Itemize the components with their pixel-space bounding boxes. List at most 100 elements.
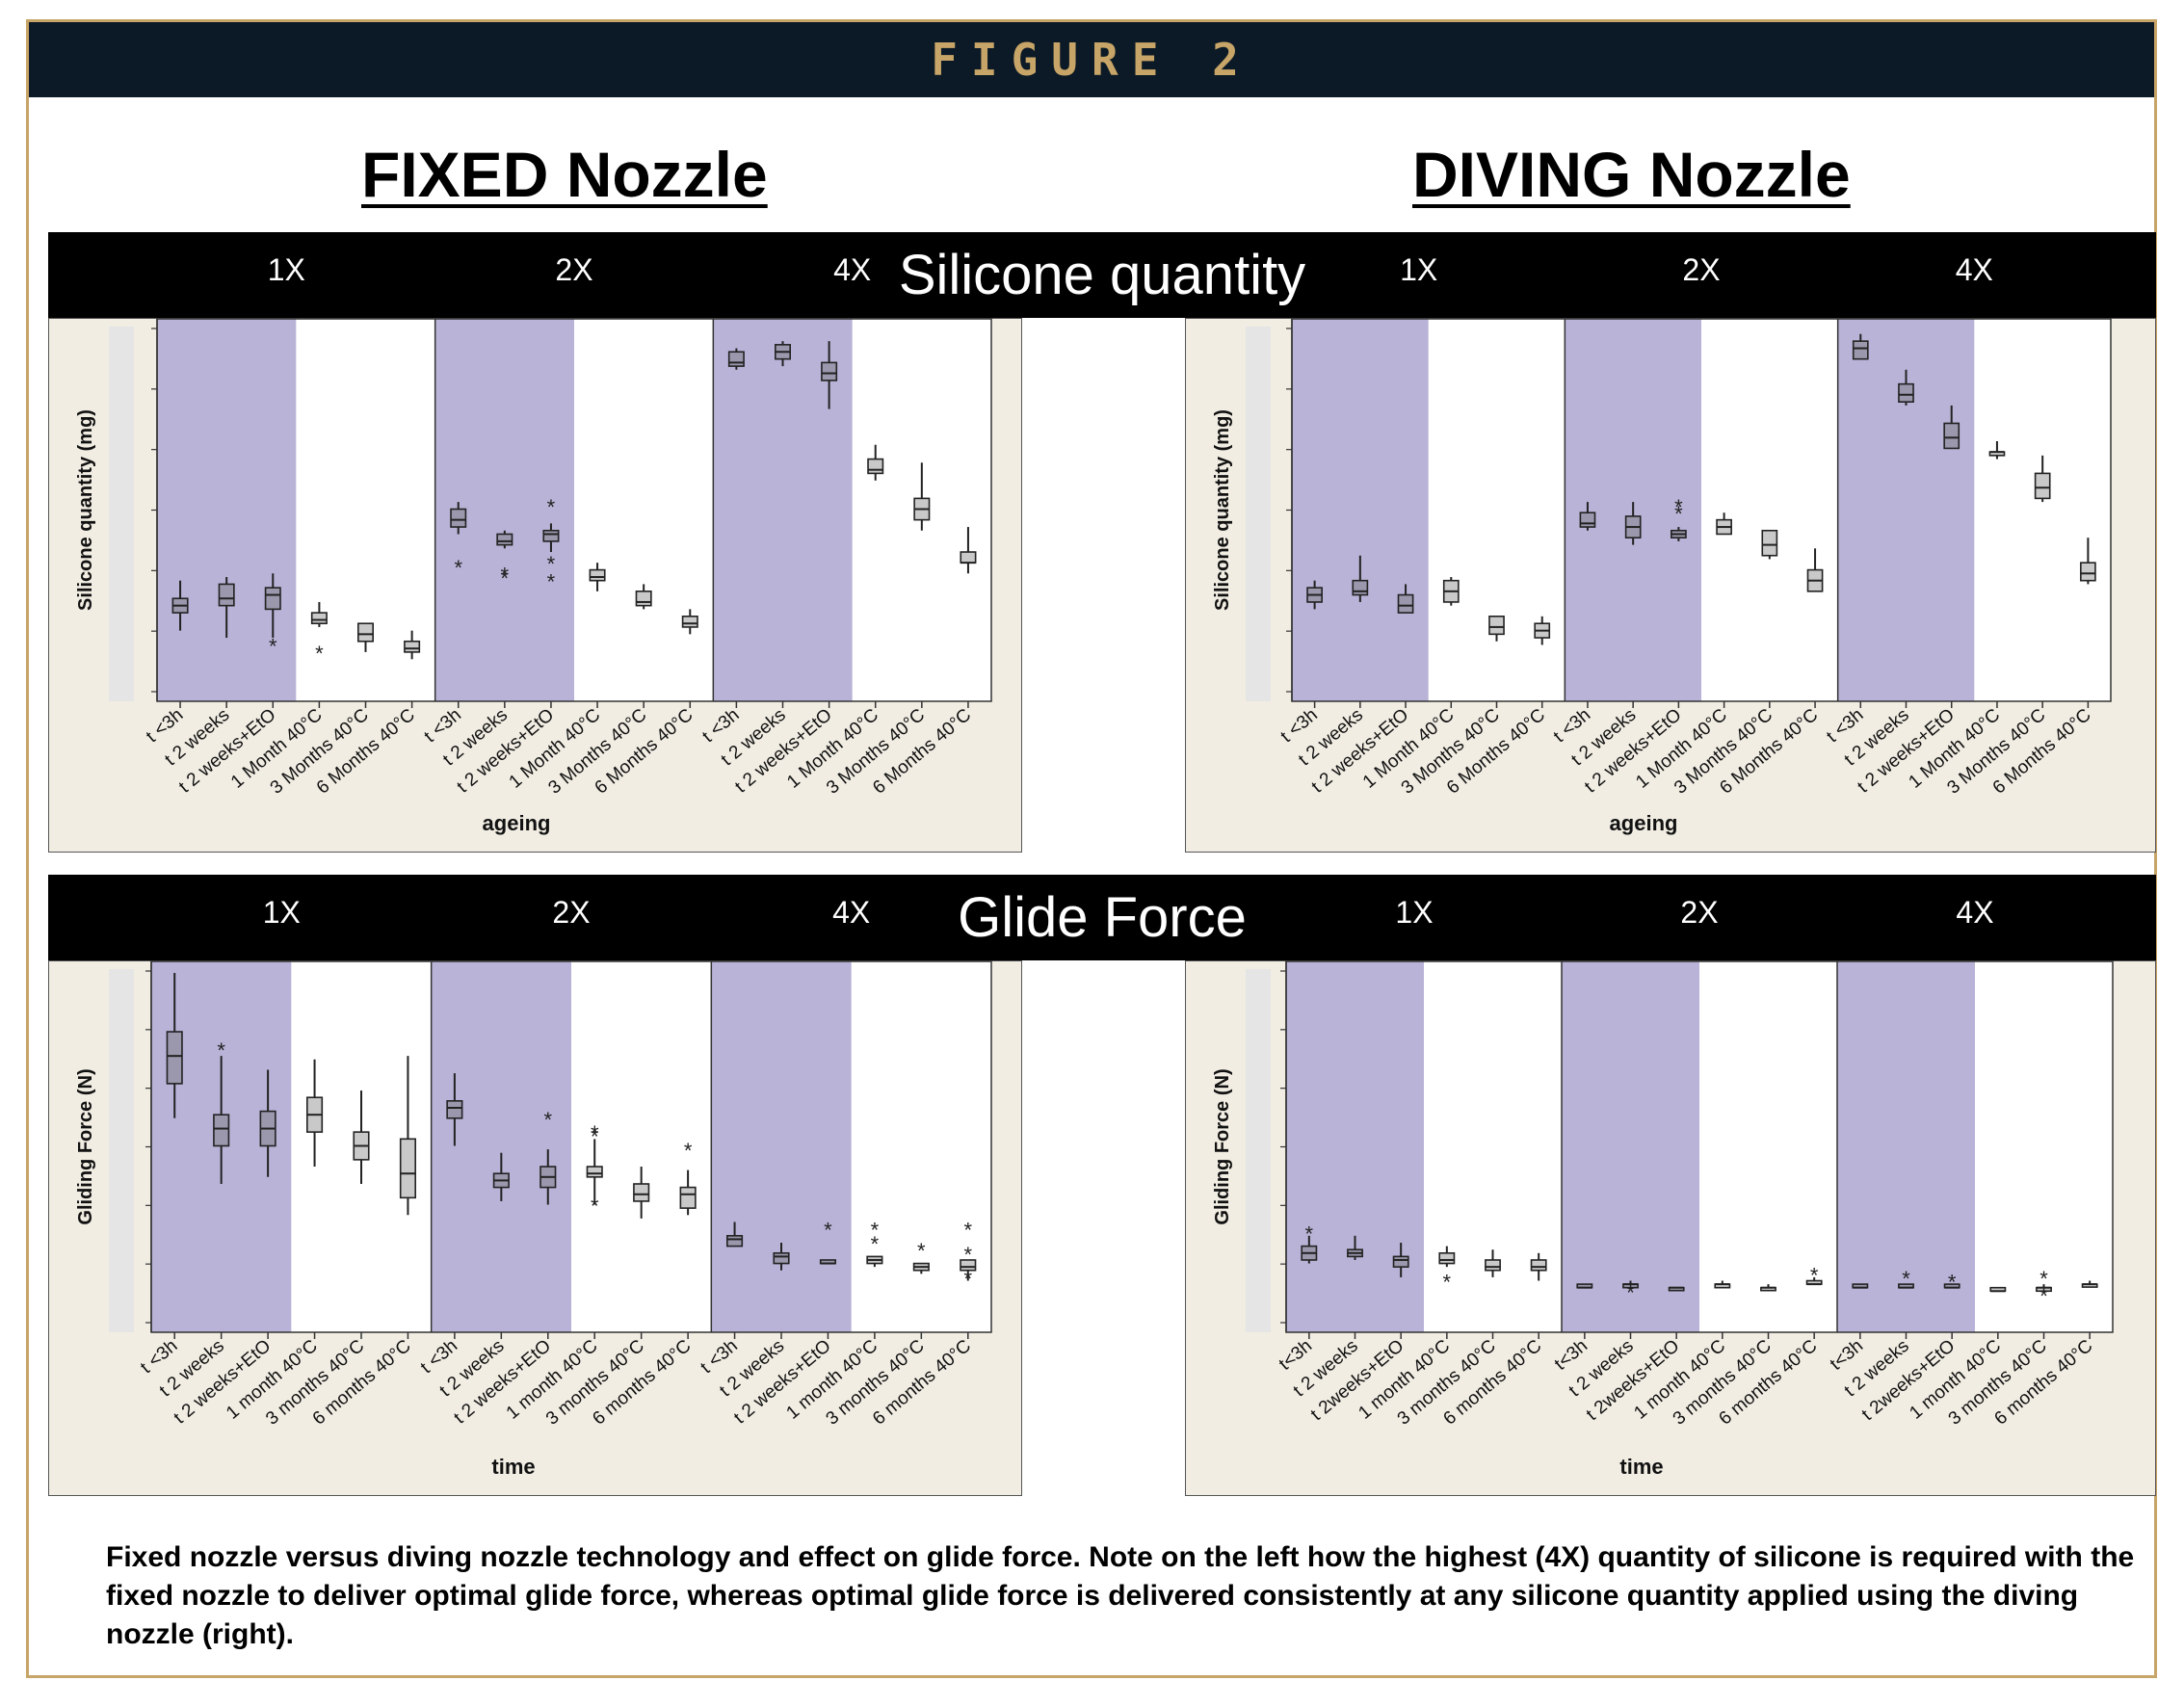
group-label: 1X	[263, 895, 301, 930]
box	[213, 1114, 230, 1147]
outlier-mark: *	[454, 556, 462, 580]
group-label: 4X	[832, 895, 870, 930]
outlier-mark: *	[917, 1239, 926, 1263]
outlier-mark: *	[824, 1219, 832, 1243]
box	[496, 533, 513, 546]
y-axis-label: Silicone quantity (mg)	[1212, 409, 1233, 611]
x-axis-label: ageing	[1610, 811, 1678, 835]
diving-nozzle-title: DIVING Nozzle	[1412, 139, 1851, 210]
box	[1438, 1251, 1456, 1265]
outlier-mark: *	[591, 1125, 599, 1149]
figure-frame: FIGURE 2 FIXED Nozzle DIVING Nozzle Sili…	[26, 19, 2157, 1678]
figure-header: FIGURE 2	[29, 22, 2154, 97]
box	[1530, 1259, 1547, 1272]
box	[586, 1166, 603, 1178]
outlier-mark: *	[1674, 502, 1683, 526]
shaded-region	[431, 961, 571, 1332]
fixed-nozzle-title: FIXED Nozzle	[361, 139, 768, 210]
outlier-mark: *	[543, 1108, 552, 1132]
box	[1352, 579, 1369, 596]
outlier-mark: *	[1443, 1271, 1452, 1295]
outlier-mark: *	[1626, 1280, 1635, 1304]
box	[2080, 562, 2096, 582]
outlier-mark: *	[1674, 495, 1683, 519]
silicone-section-title: Silicone quantity	[898, 244, 1306, 306]
box	[357, 622, 374, 643]
box	[310, 612, 328, 625]
outlier-mark: *	[1948, 1271, 1957, 1295]
outlier-mark: *	[591, 1121, 599, 1145]
outlier-mark: *	[1305, 1221, 1314, 1246]
box	[960, 1259, 977, 1272]
axis-strip	[1246, 327, 1271, 701]
shaded-region	[1292, 319, 1429, 701]
box	[1397, 593, 1414, 614]
box	[1852, 340, 1869, 360]
outlier-mark: *	[963, 1243, 972, 1267]
box	[1898, 382, 1914, 404]
group-label: 2X	[555, 252, 592, 287]
outlier-mark: *	[2039, 1284, 2048, 1308]
outlier-mark: *	[2039, 1267, 2048, 1291]
box	[542, 529, 560, 542]
outlier-mark: *	[684, 1139, 693, 1163]
outlier-mark: *	[501, 566, 510, 591]
outlier-mark: *	[501, 563, 510, 587]
box	[773, 1251, 790, 1265]
box	[1579, 512, 1596, 528]
box	[404, 640, 421, 653]
outlier-mark: *	[547, 570, 556, 594]
box	[166, 1031, 183, 1085]
axis-strip	[1246, 969, 1271, 1332]
outlier-mark: *	[591, 1195, 599, 1219]
box	[727, 351, 745, 367]
box	[867, 458, 884, 475]
box	[399, 1138, 416, 1199]
shaded-region	[1562, 961, 1699, 1332]
outlier-mark: *	[217, 1038, 225, 1063]
y-axis-label: Gliding Force (N)	[1212, 1068, 1233, 1224]
box	[264, 587, 281, 611]
group-label: 4X	[1956, 895, 1993, 930]
outlier-mark: *	[871, 1232, 880, 1256]
diving-silicone-panel: 1X t <3h t 2 weeks t 2 weeks+EtO 1 Month 40°…	[1185, 252, 2156, 853]
box	[726, 1235, 744, 1247]
box	[679, 1186, 697, 1209]
boxplot-svg: 1Xt <3ht 2 weeks*t 2 weeks+EtO*1 Month 4…	[75, 252, 992, 835]
shaded-region	[1286, 961, 1424, 1332]
outlier-mark: *	[547, 495, 556, 519]
group-label: 2X	[1682, 252, 1720, 287]
box	[1485, 1259, 1501, 1272]
box	[960, 551, 977, 564]
group-label: 2X	[552, 895, 590, 930]
axis-strip	[109, 327, 134, 701]
group-label: 1X	[1400, 252, 1437, 287]
outlier-mark: *	[315, 642, 324, 666]
outlier-mark: *	[871, 1219, 880, 1243]
box	[589, 568, 606, 582]
y-axis-label: Silicone quantity (mg)	[75, 409, 96, 611]
box	[681, 615, 698, 628]
group-label: 4X	[833, 252, 871, 287]
box	[1392, 1255, 1409, 1268]
diving-glide-panel: 1X * t<3h t 2 weeks t 2weeks+EtO * 1 month 40°…	[1185, 895, 2156, 1496]
box	[450, 508, 467, 528]
box	[821, 361, 838, 381]
fixed-silicone-panel: 1X t <3h t 2 weeks * t 2 weeks+EtO * 1 Month 4…	[48, 252, 1022, 853]
x-axis-label: ageing	[483, 811, 551, 835]
shaded-region	[711, 961, 852, 1332]
outlier-mark: *	[269, 634, 277, 658]
outlier-mark: *	[963, 1267, 972, 1291]
group-label: 4X	[1956, 252, 1993, 287]
box	[635, 591, 652, 607]
outlier-mark: *	[963, 1219, 972, 1243]
group-label: 2X	[1680, 895, 1718, 930]
x-axis-label: time	[491, 1455, 535, 1479]
box	[1943, 422, 1960, 450]
fixed-glide-panel: 1X t <3h * t 2 weeks t 2 weeks+EtO 1 month 40…	[48, 895, 1022, 1496]
outlier-mark: *	[547, 552, 556, 576]
box	[218, 583, 235, 607]
